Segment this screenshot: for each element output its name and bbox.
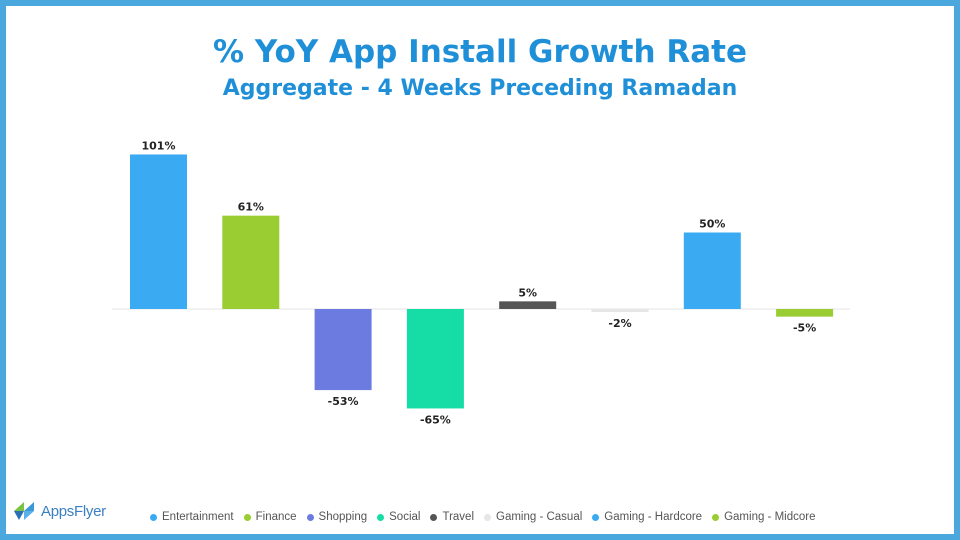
- legend-item: Entertainment: [150, 511, 234, 523]
- data-label: 101%: [142, 139, 176, 152]
- bar-gaming-hardcore: [683, 232, 741, 309]
- data-label: -2%: [608, 317, 631, 330]
- legend-item: Travel: [430, 511, 474, 523]
- legend-dot-icon: [592, 513, 600, 521]
- data-label: -5%: [793, 322, 816, 335]
- bar-entertainment: [130, 154, 187, 309]
- legend-dot-icon: [377, 513, 385, 521]
- chart-subtitle: Aggregate - 4 Weeks Preceding Ramadan: [222, 76, 738, 101]
- data-label: 5%: [518, 286, 537, 299]
- logo-text: AppsFlyer: [41, 502, 106, 520]
- legend-label: Entertainment: [162, 511, 234, 523]
- legend-dot-icon: [484, 513, 491, 521]
- legend-item: Social: [377, 511, 420, 523]
- legend-label: Gaming - Midcore: [724, 511, 816, 523]
- appsflyer-logo: AppsFlyer: [12, 497, 106, 525]
- bar-social: [406, 309, 464, 409]
- data-label: -53%: [328, 395, 359, 408]
- bar-gaming-midcore: [776, 309, 834, 317]
- legend-dot-icon: [243, 513, 251, 521]
- legend-label: Shopping: [318, 511, 368, 523]
- legend-item: Shopping: [306, 511, 368, 523]
- bar-gaming-casual: [591, 309, 649, 313]
- legend-item: Finance: [243, 511, 297, 523]
- legend-dot-icon: [150, 513, 157, 521]
- legend-item: Gaming - Casual: [484, 511, 582, 523]
- data-label: 50%: [699, 218, 725, 231]
- legend-item: Gaming - Midcore: [712, 511, 815, 523]
- legend-label: Finance: [255, 511, 297, 523]
- bar-shopping: [314, 309, 372, 391]
- legend-label: Gaming - Hardcore: [604, 511, 703, 523]
- chart-legend: Entertainment Finance Shopping Social Travel…: [150, 507, 815, 527]
- data-label: 61%: [238, 201, 264, 214]
- legend-item: Gaming - Hardcore: [592, 511, 702, 523]
- legend-label: Travel: [442, 511, 474, 523]
- legend-dot-icon: [306, 513, 314, 521]
- legend-dot-icon: [712, 513, 720, 521]
- appsflyer-logo-icon: [14, 502, 34, 520]
- data-label: -65%: [420, 413, 451, 426]
- legend-label: Gaming - Casual: [496, 511, 583, 523]
- chart-title: % YoY App Install Growth Rate: [213, 34, 747, 70]
- bar-finance: [222, 215, 280, 309]
- legend-dot-icon: [430, 513, 438, 521]
- bar-travel: [499, 301, 557, 309]
- legend-label: Social: [389, 511, 421, 523]
